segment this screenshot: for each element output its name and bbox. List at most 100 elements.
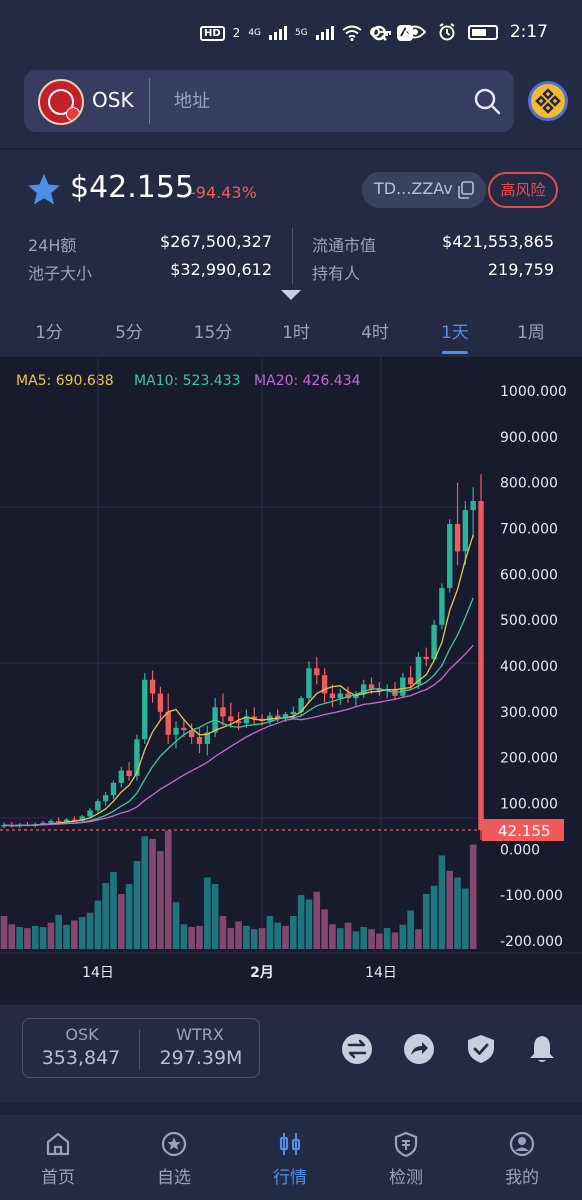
candle-down [157,693,164,712]
candle-up [470,501,476,511]
y-tick-label: -100.000 [500,888,563,904]
alarm-icon [439,23,455,41]
market-icon [279,1133,301,1155]
price-chart[interactable]: MA5: 690.688 MA10: 523.433 MA20: 426.434… [0,357,582,1005]
volume-bar [63,924,70,949]
contract-address-chip[interactable]: TD...ZZAv [362,172,486,208]
candle-up [173,727,179,735]
y-tick-label: 700.000 [500,522,558,538]
wifi-icon [342,25,362,41]
nav-home[interactable]: 首页 [0,1115,116,1200]
x-tick-label: 14日 [365,965,397,981]
home-icon [46,1132,70,1156]
nav-detect[interactable]: 检测 [348,1115,464,1200]
token-symbol[interactable]: OSK [92,88,134,112]
header-divider [0,148,582,150]
tab-15min[interactable]: 15分 [193,323,233,343]
profile-icon [509,1131,535,1157]
shield-check-icon[interactable] [465,1033,497,1065]
volume-bar [352,931,360,949]
timeframe-tabs: 1分 5分 15分 1时 4时 1天 1周 [0,318,582,354]
candle-down [126,770,132,776]
tab-1min[interactable]: 1分 [35,323,63,343]
candle-up [353,694,359,699]
pair-divider [139,1029,140,1069]
base-amount: 353,847 [41,1047,121,1069]
search-input[interactable] [174,84,454,118]
token-price: $42.155 [70,170,195,205]
nav-profile[interactable]: 我的 [464,1115,580,1200]
candle-down [165,711,171,735]
candle-up [142,679,148,740]
search-icon[interactable] [472,86,502,116]
candle-up [439,588,445,625]
volume-bar [329,924,336,949]
tab-1h[interactable]: 1时 [282,323,310,343]
ma10-legend: MA10: 523.433 [134,373,241,389]
volume-24h-value: $267,500,327 [160,232,272,251]
tab-5min[interactable]: 5分 [115,323,143,343]
contract-address: TD...ZZAv [374,179,453,198]
last-price-label-bg [482,819,564,842]
candle-down [454,523,461,552]
candle-up [290,711,297,715]
volume-bar [71,920,78,949]
status-time: 2:17 [509,22,548,42]
bnb-icon [535,88,561,114]
tab-1w[interactable]: 1周 [517,323,545,343]
signal-icon [269,26,288,40]
volume-bar [313,891,321,949]
volume-bar [360,927,368,949]
candle-down [71,819,78,822]
holders-label: 持有人 [312,264,361,283]
chain-switch-button[interactable] [528,81,568,121]
ma20-line [3,644,474,827]
candlestick-chart-svg[interactable]: 1000.000 900.000 800.000 700.000 600.000 500.… [0,357,582,1005]
volume-bar [0,916,8,949]
stats-divider [292,228,293,284]
candle-up [337,693,343,699]
volume-bar [157,851,164,949]
candle-up [110,782,117,796]
candle-up [63,819,70,823]
volume-bar [266,916,274,949]
nav-divider [0,1103,582,1115]
candle-up [462,510,469,552]
candle-up [102,795,109,802]
volume-bar [141,836,149,949]
nav-market[interactable]: 行情 [232,1115,348,1200]
candle-down [235,721,242,724]
network-5g-label: 5G [295,28,308,38]
active-tab-underline [442,351,468,354]
candle-up [361,684,367,695]
candle-up [447,523,453,589]
candle-up [306,668,312,699]
tab-1d[interactable]: 1天 [441,323,469,343]
alert-bell-icon[interactable] [526,1033,558,1065]
candle-down [329,693,336,699]
share-icon[interactable] [403,1033,435,1065]
volume-bar [133,861,141,949]
system-indicators: 2:17 [369,22,548,42]
tab-4h[interactable]: 4时 [361,323,389,343]
status-bar: HD 2 4G 5G 2:17 [0,0,582,64]
nav-detect-label: 检测 [389,1168,423,1188]
ma10-line [3,597,474,827]
volume-bar [305,899,313,949]
favorite-star-icon[interactable] [26,172,62,208]
candle-up [282,714,289,719]
ma20-legend: MA20: 426.434 [254,373,361,389]
y-tick-label: 100.000 [500,797,558,813]
swap-icon[interactable] [341,1033,373,1065]
candle-up [243,716,250,724]
candle-down [251,716,257,719]
copy-icon[interactable] [458,181,474,199]
volume-bar [235,921,242,949]
expand-stats-icon[interactable] [281,290,301,300]
candle-down [188,730,195,738]
risk-badge[interactable]: 高风险 [488,172,558,208]
token-logo[interactable] [38,79,84,125]
candle-down [368,684,375,689]
nav-favorites[interactable]: 自选 [116,1115,232,1200]
volume-bar [399,924,407,949]
